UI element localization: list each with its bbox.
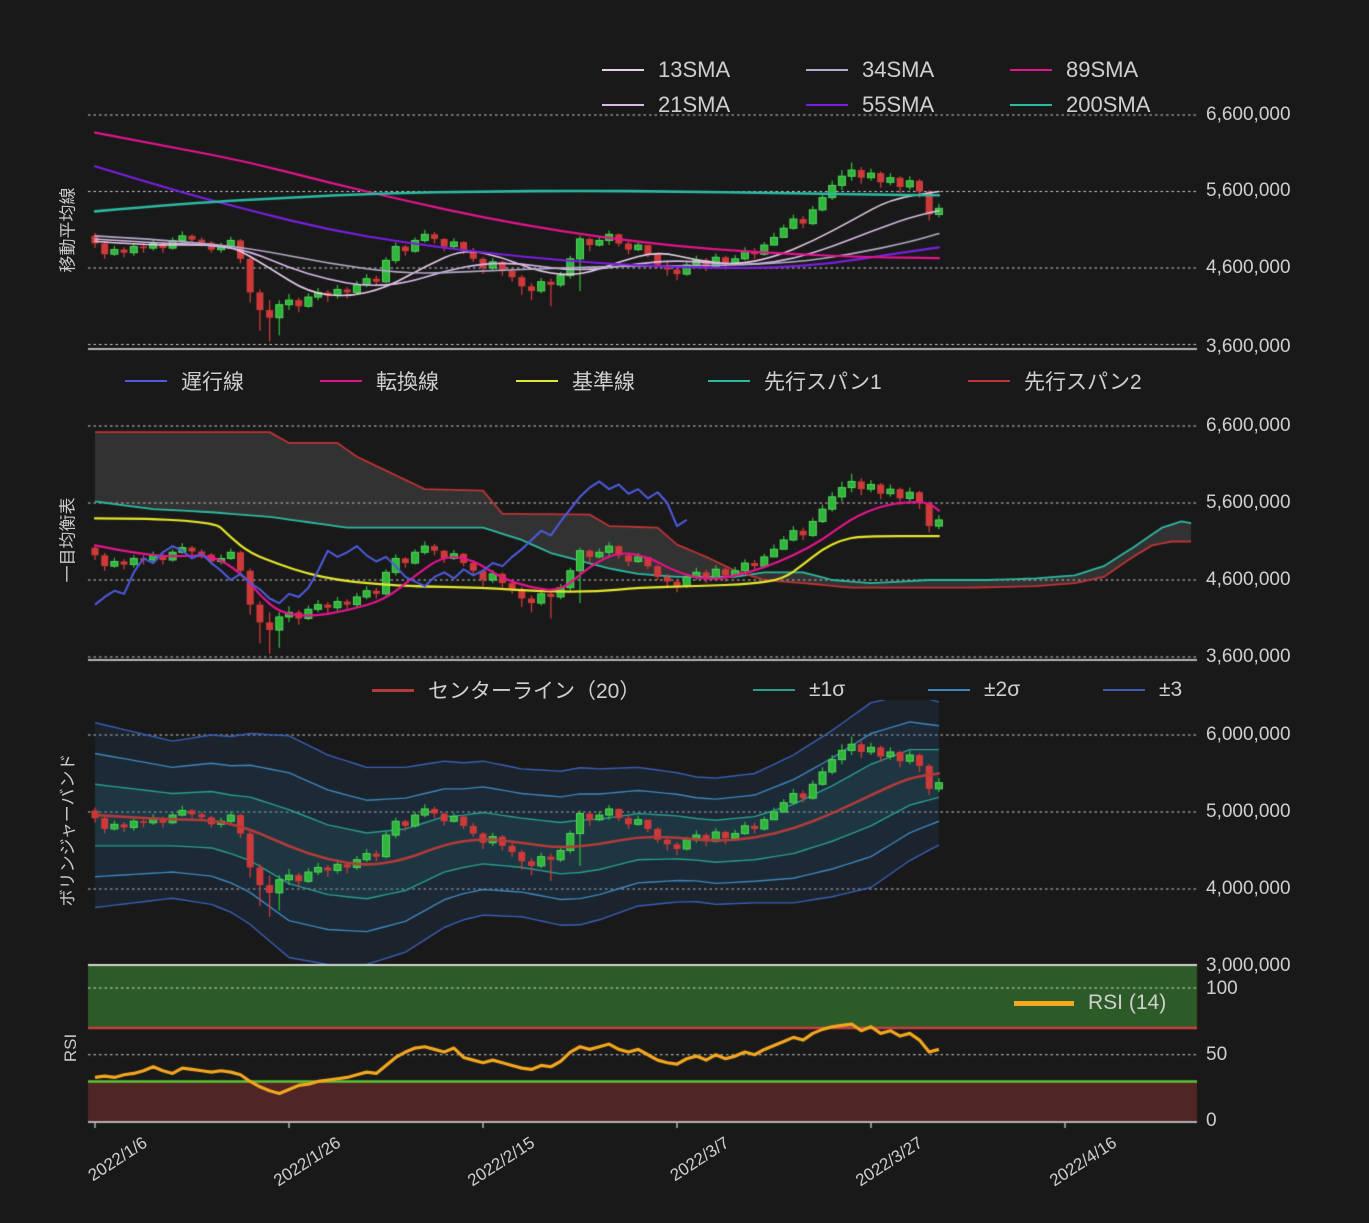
legend-label: センターライン（20） xyxy=(428,680,641,703)
89sma-swatch xyxy=(1010,69,1052,71)
panel-title-bollinger: ボリンジャーバンド xyxy=(58,753,78,907)
legend-label: 21SMA xyxy=(658,92,731,117)
conversion-line-swatch xyxy=(320,380,362,382)
legend-label: 13SMA xyxy=(658,57,731,82)
panel-title-ichimoku: 一目均衡表 xyxy=(58,497,78,583)
p4-ytick-50: 50 xyxy=(1206,1044,1228,1065)
leading-span-2-swatch xyxy=(968,380,1010,382)
legend-label: 遅行線 xyxy=(181,371,244,394)
sigma-2-swatch xyxy=(928,689,970,691)
legend-item-lagging-span: 遅行線 xyxy=(125,366,244,396)
legend-label: 200SMA xyxy=(1066,92,1151,117)
legend-label: ±1σ xyxy=(809,678,846,701)
sigma-1-swatch xyxy=(753,689,795,691)
base-line-swatch xyxy=(516,380,558,382)
sigma-3-swatch xyxy=(1103,689,1145,691)
p3-ytick-6000000: 6,000,000 xyxy=(1206,724,1291,745)
legend-item-conversion-line: 転換線 xyxy=(320,366,439,396)
lagging-span-swatch xyxy=(125,380,167,382)
panel-title-rsi: RSI xyxy=(61,1033,80,1063)
legend-item-sigma-1: ±1σ xyxy=(753,678,845,702)
200sma-swatch xyxy=(1010,104,1052,106)
legend-label: RSI (14) xyxy=(1088,991,1167,1014)
center-line-swatch xyxy=(372,688,414,692)
21sma-swatch xyxy=(602,104,644,106)
p4-ytick-0: 0 xyxy=(1206,1110,1217,1131)
legend-item-200sma: 200SMA xyxy=(1010,92,1150,118)
legend-item-center-line: センターライン（20） xyxy=(372,675,640,705)
legend-item-sigma-2: ±2σ xyxy=(928,678,1020,702)
legend-item-leading-span-2: 先行スパン2 xyxy=(968,366,1142,396)
p2-ytick-5600000: 5,600,000 xyxy=(1206,492,1291,513)
legend-item-21sma: 21SMA xyxy=(602,92,730,118)
p3-ytick-3000000: 3,000,000 xyxy=(1206,955,1291,976)
55sma-swatch xyxy=(806,104,848,106)
p1-ytick-3600000: 3,600,000 xyxy=(1206,336,1291,357)
legend-item-leading-span-1: 先行スパン1 xyxy=(708,366,882,396)
p3-ytick-5000000: 5,000,000 xyxy=(1206,801,1291,822)
rsi-swatch xyxy=(1014,1000,1074,1006)
legend-item-13sma: 13SMA xyxy=(602,57,730,83)
p3-ytick-4000000: 4,000,000 xyxy=(1206,878,1291,899)
p2-ytick-4600000: 4,600,000 xyxy=(1206,569,1291,590)
panel-title-moving-average: 移動平均線 xyxy=(58,187,78,273)
legend-label: 34SMA xyxy=(862,57,935,82)
legend-label: 先行スパン1 xyxy=(764,371,882,394)
legend-label: 55SMA xyxy=(862,92,935,117)
legend-item-89sma: 89SMA xyxy=(1010,57,1138,83)
legend-item-34sma: 34SMA xyxy=(806,57,934,83)
legend-label: ±3 xyxy=(1159,678,1183,701)
legend-label: ±2σ xyxy=(984,678,1021,701)
p1-ytick-6600000: 6,600,000 xyxy=(1206,104,1291,125)
legend-item-55sma: 55SMA xyxy=(806,92,934,118)
p2-ytick-6600000: 6,600,000 xyxy=(1206,415,1291,436)
legend-label: 先行スパン2 xyxy=(1024,371,1142,394)
legend-item-rsi: RSI (14) xyxy=(1014,991,1166,1015)
p1-ytick-4600000: 4,600,000 xyxy=(1206,257,1291,278)
p2-ytick-3600000: 3,600,000 xyxy=(1206,646,1291,667)
p1-ytick-5600000: 5,600,000 xyxy=(1206,180,1291,201)
legend-label: 基準線 xyxy=(572,371,635,394)
legend-label: 89SMA xyxy=(1066,57,1139,82)
34sma-swatch xyxy=(806,69,848,71)
p4-ytick-100: 100 xyxy=(1206,978,1238,999)
leading-span-1-swatch xyxy=(708,380,750,382)
13sma-swatch xyxy=(602,69,644,71)
legend-label: 転換線 xyxy=(376,371,439,394)
legend-item-sigma-3: ±3 xyxy=(1103,678,1182,702)
legend-item-base-line: 基準線 xyxy=(516,366,635,396)
